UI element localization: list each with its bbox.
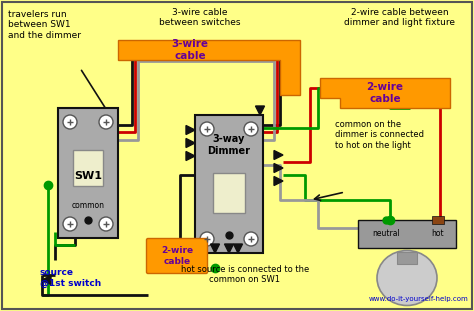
Polygon shape (186, 151, 195, 160)
Polygon shape (255, 106, 264, 115)
Bar (397, 252, 417, 264)
Polygon shape (274, 151, 283, 160)
Text: 2-wire
cable: 2-wire cable (366, 82, 403, 104)
Polygon shape (225, 244, 234, 253)
Polygon shape (186, 138, 195, 147)
Text: hot source is connected to the
common on SW1: hot source is connected to the common on… (181, 265, 309, 284)
Bar (213, 173, 245, 213)
Polygon shape (42, 276, 51, 285)
Text: common: common (72, 202, 104, 211)
Circle shape (99, 115, 113, 129)
Circle shape (200, 232, 214, 246)
Text: www.do-it-yourself-help.com: www.do-it-yourself-help.com (368, 296, 468, 302)
Bar (58, 108, 118, 238)
Text: 2-wire
cable: 2-wire cable (161, 246, 193, 266)
Text: 3-way
Dimmer: 3-way Dimmer (208, 134, 250, 156)
Bar (195, 115, 263, 253)
Text: travelers run
between SW1
and the dimmer: travelers run between SW1 and the dimmer (8, 10, 81, 40)
Polygon shape (118, 40, 300, 95)
Text: 3-wire
cable: 3-wire cable (172, 39, 209, 61)
Bar (358, 220, 456, 248)
Circle shape (63, 115, 77, 129)
Bar (73, 150, 103, 186)
Polygon shape (186, 126, 195, 134)
Circle shape (244, 232, 258, 246)
Bar (432, 216, 444, 224)
Circle shape (63, 217, 77, 231)
Ellipse shape (377, 250, 437, 305)
Text: SW1: SW1 (74, 171, 102, 181)
Text: common on the
dimmer is connected
to hot on the light: common on the dimmer is connected to hot… (335, 120, 424, 150)
Polygon shape (274, 177, 283, 185)
Polygon shape (320, 78, 450, 108)
Text: source
@1st switch: source @1st switch (40, 268, 101, 288)
Text: neutral: neutral (372, 230, 400, 239)
Polygon shape (234, 244, 243, 253)
Polygon shape (210, 244, 219, 253)
Text: 2-wire cable between
dimmer and light fixture: 2-wire cable between dimmer and light fi… (345, 8, 456, 27)
Circle shape (200, 122, 214, 136)
Polygon shape (274, 164, 283, 173)
Circle shape (244, 122, 258, 136)
Text: 3-wire cable
between switches: 3-wire cable between switches (159, 8, 241, 27)
Circle shape (99, 217, 113, 231)
FancyBboxPatch shape (146, 239, 208, 273)
Text: hot: hot (432, 230, 444, 239)
